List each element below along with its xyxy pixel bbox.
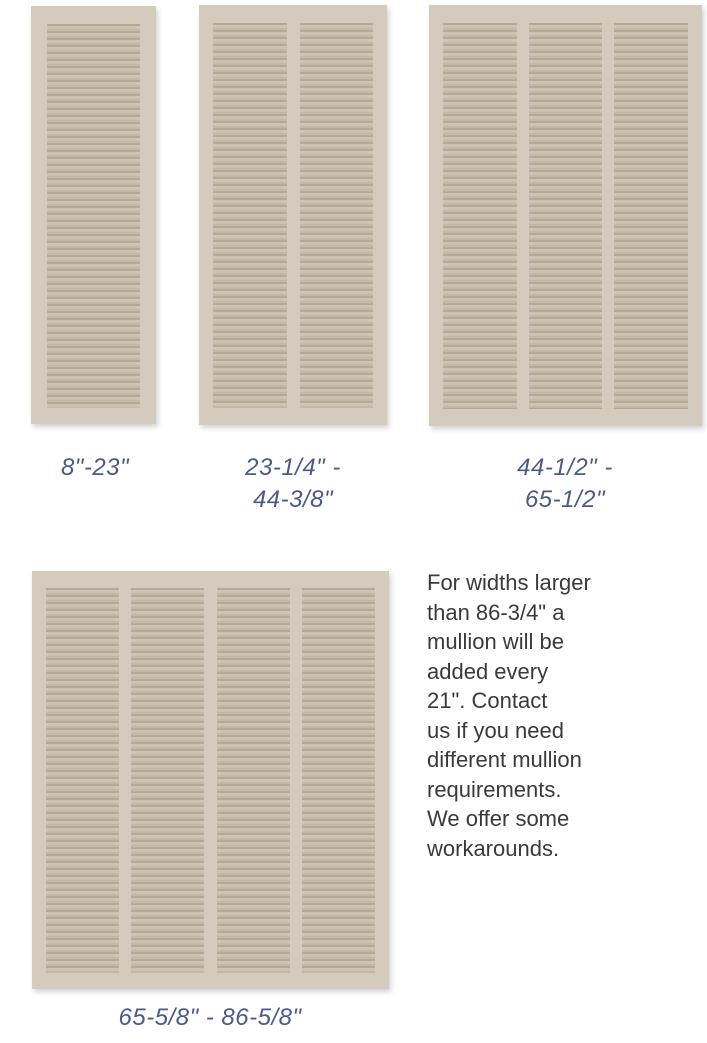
shutter-3-panel (429, 5, 702, 426)
shutter-1-panel (31, 6, 156, 424)
louver-panel (300, 23, 373, 408)
louver-panel (302, 588, 375, 973)
size-label-1-panel: 8"-23" (60, 454, 130, 481)
louver-panel (614, 23, 688, 409)
shutter-2-panel (199, 5, 387, 425)
louver-panel (443, 23, 517, 409)
size-label-3-panel: 44-1/2" - 65-1/2" (517, 454, 613, 513)
size-label-2-panel: 23-1/4" - 44-3/8" (245, 454, 341, 513)
shutter-4-panel (32, 571, 389, 989)
louver-panel (131, 588, 204, 973)
mullion-note: For widths larger than 86-3/4" a mullion… (427, 570, 591, 861)
louver-panel (213, 23, 287, 408)
louver-panel (47, 24, 140, 408)
louver-panel (529, 23, 602, 409)
louver-panel (46, 588, 119, 973)
size-label-4-panel: 65-5/8" - 86-5/8" (118, 1004, 302, 1031)
louver-panel (217, 588, 290, 973)
